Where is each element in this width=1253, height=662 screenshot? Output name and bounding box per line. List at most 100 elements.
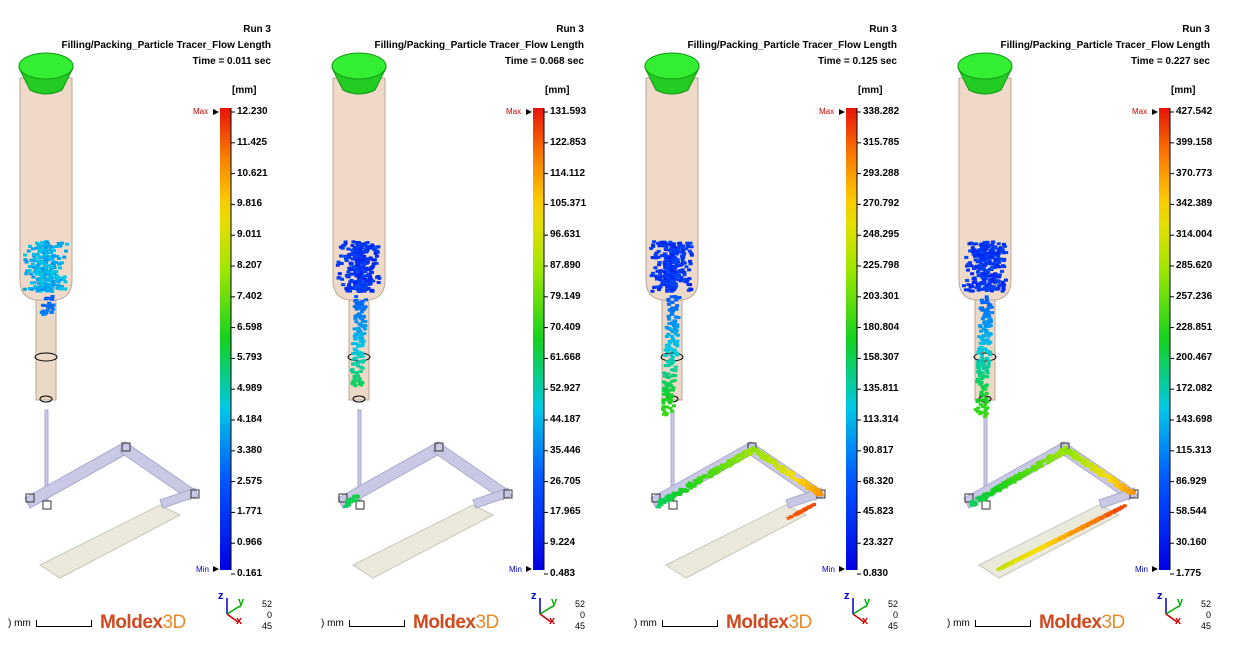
legend-value: 315.785 [863, 136, 900, 148]
runner-segment [119, 441, 196, 501]
legend-value: 1.771 [237, 506, 263, 518]
legend-value: 0.483 [550, 568, 576, 579]
legend-value: 90.817 [863, 444, 894, 456]
particle-cloud [961, 240, 1136, 571]
scale-bar [975, 620, 1031, 627]
scale-bar-label: ) mm [947, 618, 970, 629]
particle-cloud [649, 240, 823, 520]
model-canvas: z yx [18, 52, 245, 627]
gate-marker-icon [338, 493, 348, 503]
part-plate [664, 504, 808, 579]
view-angle-value: 45 [1200, 621, 1211, 631]
legend-value: 0.161 [237, 568, 263, 579]
view-angle-value: 0 [892, 610, 898, 620]
legend-value: 23.327 [863, 537, 894, 549]
min-label: Min [509, 565, 522, 574]
scale-bar-label: ) mm [634, 618, 657, 629]
legend-value: 5.793 [237, 352, 263, 364]
moldex3d-logo: Moldex3D [726, 612, 812, 634]
view-angle-value: 52 [574, 599, 585, 609]
legend-value: 342.389 [1176, 198, 1213, 210]
result-panel-2: Run 3 Filling/Packing_Particle Tracer_Flo… [313, 0, 626, 662]
result-header: Run 3 Filling/Packing_Particle Tracer_Flo… [637, 0, 897, 70]
inlet-cone-top [18, 52, 74, 80]
min-marker-icon [1152, 566, 1158, 572]
color-legend-bar [1159, 108, 1170, 570]
run-label: Run 3 [1182, 24, 1210, 35]
legend-value: 131.593 [550, 106, 587, 117]
min-label: Min [822, 565, 835, 574]
legend-value: 9.224 [550, 537, 576, 549]
sprue-runner [357, 409, 362, 501]
view-angle-value: 0 [579, 610, 585, 620]
legend-value: 12.230 [237, 106, 268, 117]
max-marker-icon [1152, 109, 1158, 115]
result-panel-4: Run 3 Filling/Packing_Particle Tracer_Flo… [939, 0, 1252, 662]
legend-value: 8.207 [237, 260, 263, 271]
logo-suffix: 3D [788, 612, 812, 633]
gate-marker-icon [42, 500, 52, 510]
legend-value: 70.409 [550, 321, 581, 333]
result-panel-3: Run 3 Filling/Packing_Particle Tracer_Flo… [626, 0, 939, 662]
legend-value: 143.698 [1176, 414, 1213, 425]
inlet-cone-top [957, 52, 1013, 80]
result-header: Run 3 Filling/Packing_Particle Tracer_Flo… [950, 0, 1210, 70]
max-label: Max [506, 107, 522, 116]
axis-x-label: x [862, 615, 869, 627]
axis-triad-icon: z yx [1157, 590, 1184, 627]
view-angles: 52 0 45 [1193, 599, 1211, 632]
legend-value: 228.851 [1176, 321, 1213, 333]
result-header: Run 3 Filling/Packing_Particle Tracer_Flo… [11, 0, 271, 70]
result-name: Filling/Packing_Particle Tracer_Flow Len… [687, 40, 897, 51]
axis-y-label: y [551, 596, 558, 608]
min-label: Min [196, 565, 209, 574]
axis-y-label: y [864, 596, 871, 608]
part-plate [351, 504, 495, 579]
axis-z-label: z [1157, 590, 1163, 602]
unit-label: [mm] [1171, 85, 1196, 96]
legend-value: 248.295 [863, 229, 900, 241]
gate-marker-icon [434, 442, 444, 452]
time-label: Time = 0.068 sec [504, 56, 584, 67]
gate-marker-icon [190, 489, 200, 499]
view-angle-value: 52 [1200, 599, 1211, 609]
legend-value: 180.804 [863, 321, 900, 333]
legend-value: 1.775 [1176, 568, 1202, 579]
scale-bar [36, 620, 92, 627]
max-label: Max [1132, 107, 1148, 116]
mold-model [18, 52, 200, 579]
run-label: Run 3 [556, 24, 584, 35]
particle-cloud [22, 240, 70, 316]
legend-value: 158.307 [863, 352, 900, 364]
unit-label: [mm] [545, 85, 570, 96]
legend-value: 338.282 [863, 106, 900, 117]
logo-text: Moldex [726, 612, 789, 633]
view-angle-value: 45 [887, 621, 898, 631]
legend-value: 44.187 [550, 414, 581, 425]
legend-value: 26.705 [550, 475, 581, 487]
color-legend-bar [220, 108, 231, 570]
gate-marker-icon [121, 442, 131, 452]
legend-value: 0.830 [863, 568, 889, 579]
inlet-cone-top [331, 52, 387, 80]
max-marker-icon [526, 109, 532, 115]
legend-value: 2.575 [237, 475, 263, 487]
logo-text: Moldex [413, 612, 476, 633]
scale-bar [662, 620, 718, 627]
legend-value: 30.160 [1176, 537, 1207, 549]
legend-value: 200.467 [1176, 352, 1213, 364]
logo-suffix: 3D [162, 612, 186, 633]
legend-value: 3.380 [237, 444, 263, 456]
view-angle-value: 0 [266, 610, 272, 620]
min-marker-icon [213, 566, 219, 572]
legend-value: 79.149 [550, 290, 581, 302]
sprue-runner [44, 409, 49, 501]
logo-suffix: 3D [1101, 612, 1125, 633]
runner-segment [432, 441, 509, 501]
legend-value: 172.082 [1176, 383, 1213, 395]
inlet-cone-top [644, 52, 700, 80]
axis-x-label: x [549, 615, 556, 627]
view-angle-value: 45 [261, 621, 272, 631]
legend-value: 61.668 [550, 352, 581, 364]
gate-marker-icon [503, 489, 513, 499]
